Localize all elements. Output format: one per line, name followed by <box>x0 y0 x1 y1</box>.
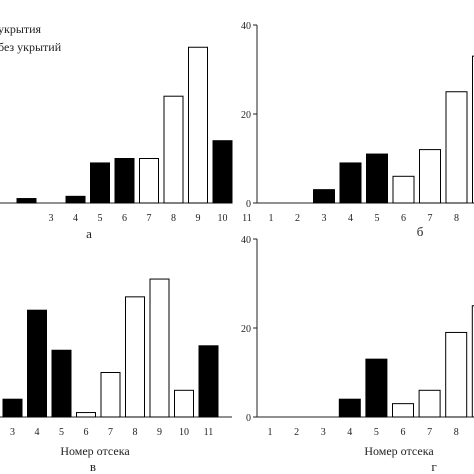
bar-6 <box>114 158 135 204</box>
x-tick-label: 11 <box>204 427 214 438</box>
bar-8 <box>445 331 468 418</box>
x-tick-label: 8 <box>171 213 176 224</box>
bar-9 <box>471 305 474 418</box>
x-tick-label: 5 <box>374 427 379 438</box>
y-tick-label: 20 <box>241 110 251 121</box>
x-tick-label: 9 <box>157 427 162 438</box>
bar-7 <box>139 158 159 204</box>
bar-8 <box>163 95 184 204</box>
bar-6 <box>392 403 414 418</box>
bar-3 <box>2 398 23 418</box>
x-axis-title: Номер отсека <box>364 444 434 458</box>
bar-4 <box>65 195 86 204</box>
bar-9 <box>149 278 170 418</box>
x-tick-label: 1 <box>269 213 274 224</box>
x-tick-label: 2 <box>295 213 300 224</box>
x-tick-label: 1 <box>268 427 273 438</box>
y-tick-label: 0 <box>246 413 251 424</box>
chart-panels: 34567891011а0204012345678б234567891011Но… <box>0 21 474 474</box>
bar-11 <box>198 345 219 418</box>
panel-label: а <box>86 226 92 241</box>
x-tick-label: 4 <box>35 427 40 438</box>
bar-6 <box>392 175 415 204</box>
x-tick-label: 6 <box>401 427 406 438</box>
chart-panel-б: 0 20 40 1 2 3 4 5 6 7 8 б <box>241 21 474 239</box>
bar-5 <box>365 358 388 418</box>
x-tick-label: 8 <box>454 427 459 438</box>
bar-8 <box>125 296 145 418</box>
x-tick-label: 6 <box>122 213 127 224</box>
y-tick-label: 40 <box>241 235 251 246</box>
panel-label: б <box>417 224 424 239</box>
bar-7 <box>418 389 441 418</box>
panel-label: г <box>431 459 436 474</box>
legend-open-label: без укрытий <box>0 40 62 54</box>
bar-4 <box>339 162 362 204</box>
bar-4 <box>27 309 47 418</box>
bar-10 <box>212 140 233 204</box>
x-tick-label: 5 <box>98 213 103 224</box>
bar-6 <box>76 412 96 418</box>
x-tick-label: 11 <box>242 213 252 224</box>
bar-9 <box>188 46 208 204</box>
y-tick-label: 40 <box>241 21 251 32</box>
bar-5 <box>51 349 72 418</box>
x-tick-label: 4 <box>348 213 353 224</box>
x-tick-label: 10 <box>218 213 228 224</box>
bar-5 <box>90 162 110 204</box>
legend: укрытия без укрытий <box>0 22 62 54</box>
bar-4 <box>338 398 361 418</box>
chart-panel-а: 3 4 5 6 7 8 9 10 11 а <box>0 46 252 241</box>
x-tick-label: 3 <box>10 427 15 438</box>
panel-label: в <box>90 459 96 474</box>
x-tick-label: 6 <box>84 427 89 438</box>
x-tick-label: 8 <box>133 427 138 438</box>
y-tick-label: 20 <box>241 324 251 335</box>
x-axis-title: Номер отсека <box>60 444 130 458</box>
x-tick-label: 5 <box>59 427 64 438</box>
bar-5 <box>366 153 388 204</box>
x-tick-label: 7 <box>108 427 113 438</box>
x-tick-label: 3 <box>322 213 327 224</box>
bar-10 <box>174 389 194 418</box>
x-tick-label: 7 <box>428 213 433 224</box>
x-tick-label: 10 <box>179 427 189 438</box>
bar-8 <box>445 91 468 204</box>
x-tick-label: 5 <box>375 213 380 224</box>
bar-7 <box>419 149 441 204</box>
bar-7 <box>100 372 121 418</box>
legend-filled-label: укрытия <box>0 22 42 36</box>
x-tick-label: 7 <box>427 427 432 438</box>
x-tick-label: 4 <box>73 213 78 224</box>
x-tick-label: 3 <box>321 427 326 438</box>
x-tick-label: 8 <box>454 213 459 224</box>
bar-2 <box>16 198 37 204</box>
x-tick-label: 4 <box>347 427 352 438</box>
bar-3 <box>313 189 335 204</box>
y-tick-label: 0 <box>246 199 251 210</box>
bar-9 <box>472 55 474 204</box>
x-tick-label: 7 <box>147 213 152 224</box>
x-tick-label: 2 <box>294 427 299 438</box>
x-tick-label: 6 <box>401 213 406 224</box>
x-tick-label: 9 <box>196 213 201 224</box>
x-tick-label: 3 <box>49 213 54 224</box>
